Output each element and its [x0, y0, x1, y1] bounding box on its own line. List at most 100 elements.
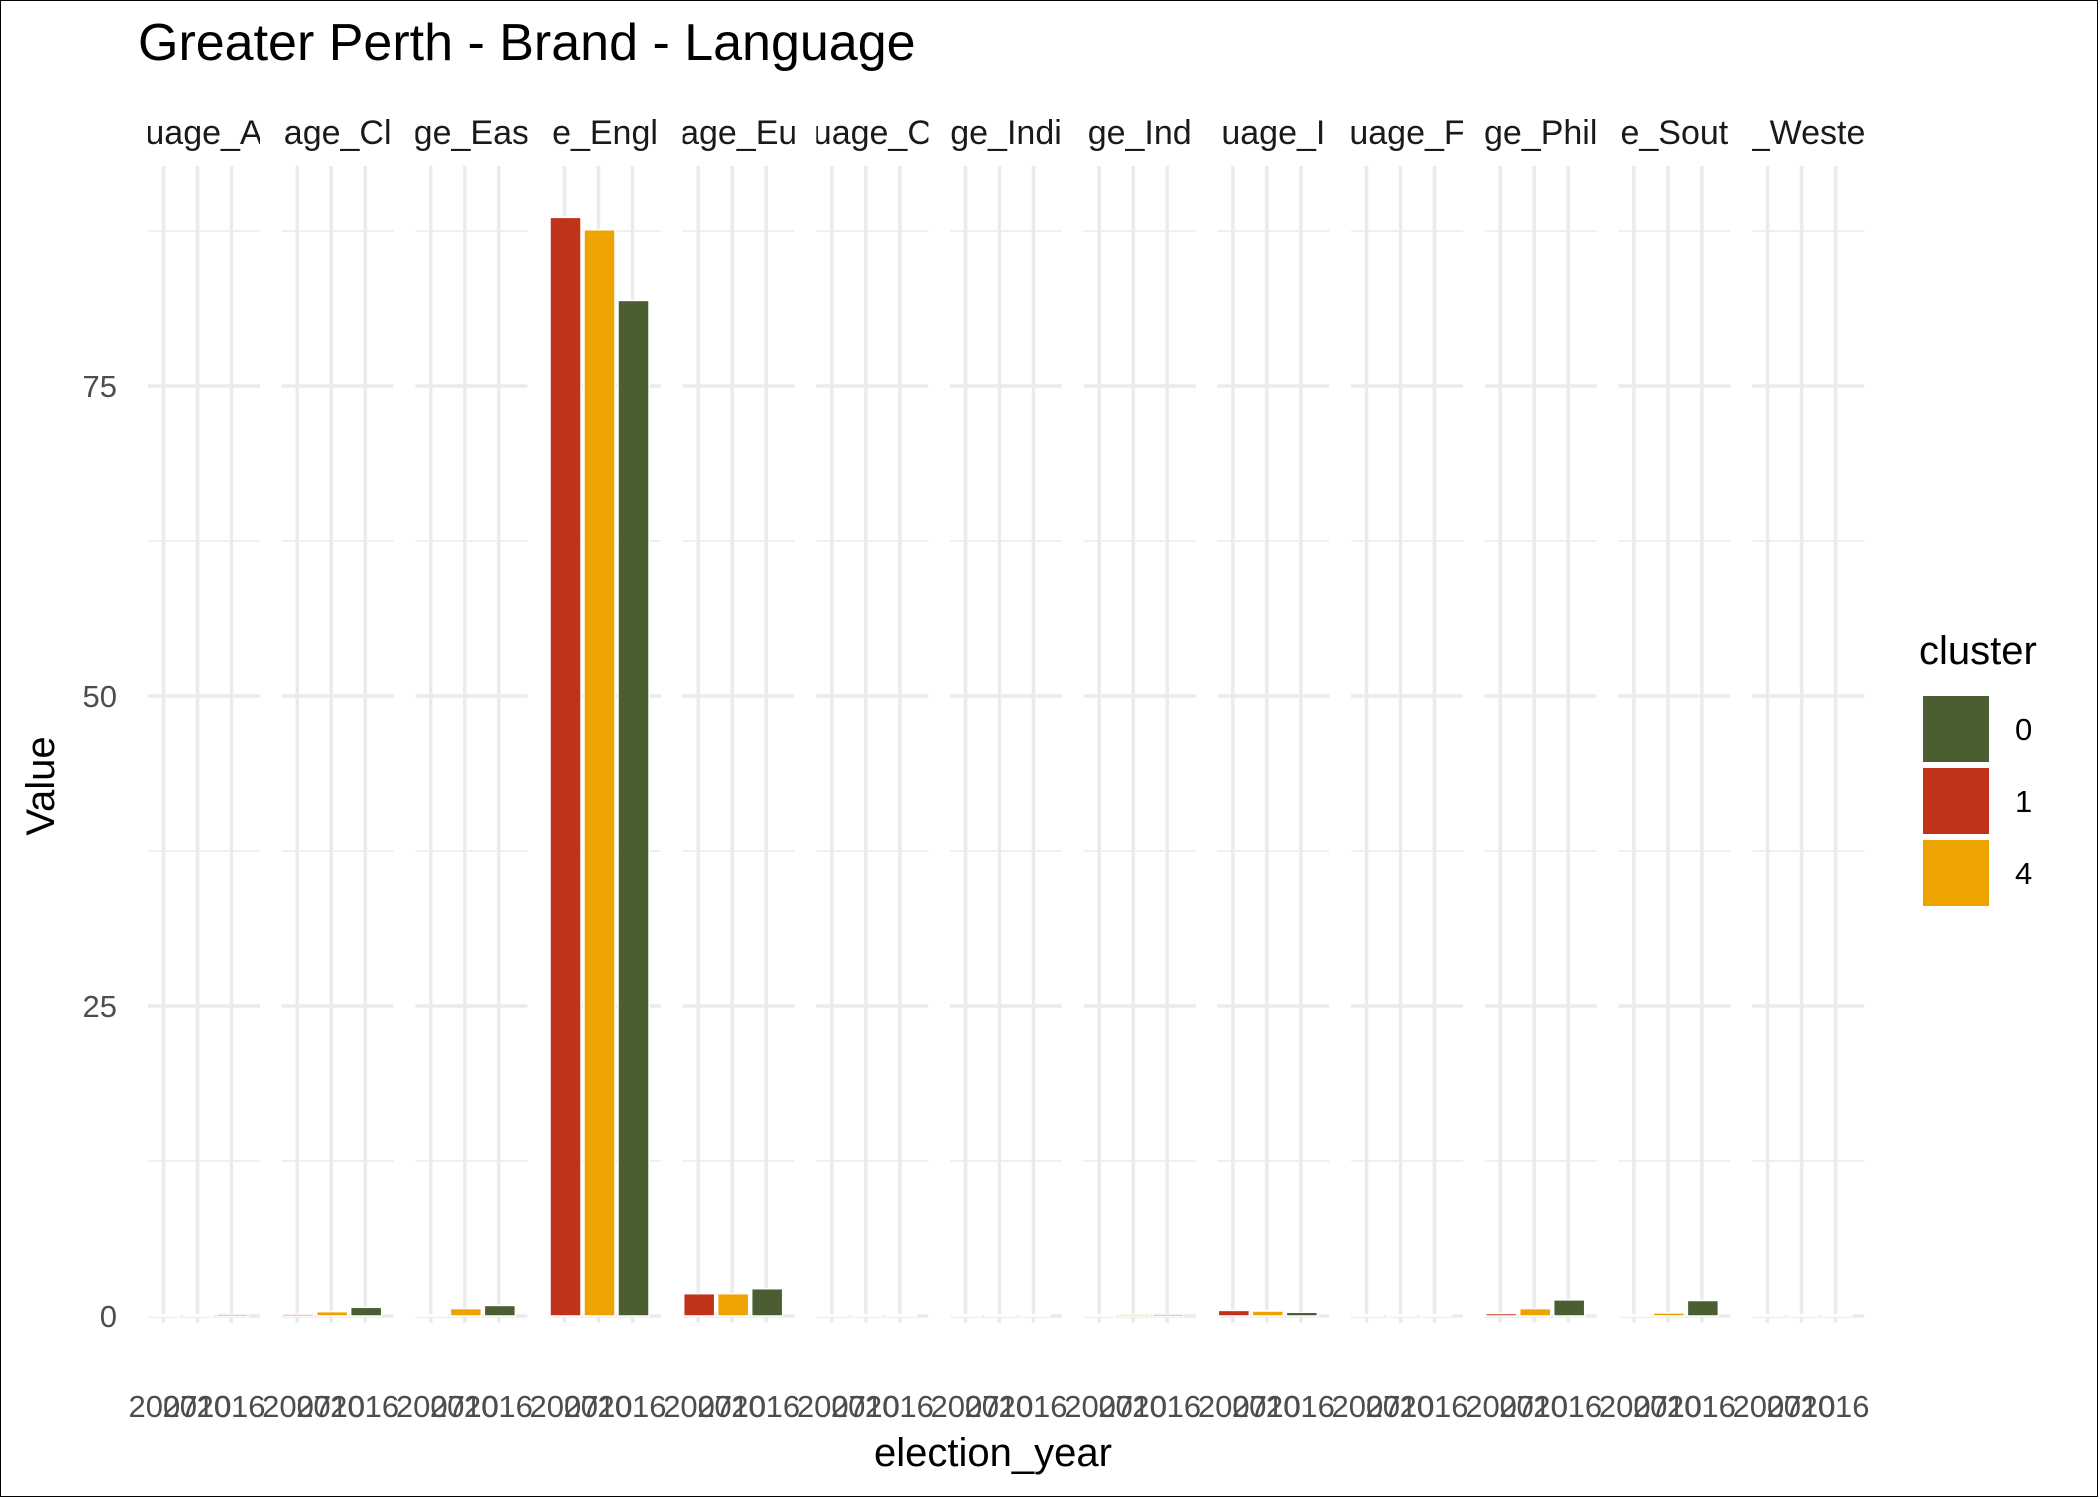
bar	[1419, 1313, 1452, 1317]
bar	[349, 1306, 383, 1317]
bar	[1652, 1312, 1686, 1317]
bar	[1083, 1313, 1117, 1317]
y-tick-label: 75	[83, 369, 117, 404]
legend-label: 1	[2015, 784, 2032, 819]
x-tick-label: 2010	[1232, 1389, 1301, 1424]
x-tick-label: 2010	[965, 1389, 1034, 1424]
legend: cluster 0 1 4	[1919, 629, 2037, 906]
x-tick-label: 2016	[330, 1389, 399, 1424]
bar	[950, 1313, 983, 1317]
x-tick-label: 2007	[530, 1389, 599, 1424]
x-tick-label: 2010	[430, 1389, 499, 1424]
bar	[1018, 1313, 1051, 1317]
bar	[449, 1307, 483, 1317]
x-tick-label: 2016	[1667, 1389, 1736, 1424]
x-tick-label: 2007	[396, 1389, 465, 1424]
x-tick-label: 2010	[163, 1389, 232, 1424]
bar	[415, 1313, 449, 1317]
x-tick-label: 2016	[1400, 1389, 1469, 1424]
bar	[750, 1287, 784, 1317]
facet-panel	[1484, 166, 1597, 1323]
legend-label: 4	[2015, 856, 2032, 891]
x-tick-label: 2010	[296, 1389, 365, 1424]
bar	[1251, 1310, 1285, 1317]
facet-strip-label: uage_I	[1221, 114, 1325, 152]
bar	[1351, 1313, 1384, 1317]
x-tick-label: 2010	[564, 1389, 633, 1424]
facet-panel	[1351, 166, 1464, 1323]
x-tick-label: 2007	[1733, 1389, 1802, 1424]
bar	[850, 1313, 884, 1317]
x-tick-label: 2016	[598, 1389, 667, 1424]
bar	[1820, 1313, 1853, 1317]
y-tick-label: 50	[83, 679, 117, 714]
bar	[1484, 1312, 1518, 1317]
bar	[1117, 1313, 1151, 1317]
x-tick-label: 2016	[464, 1389, 533, 1424]
bar	[1786, 1313, 1819, 1317]
bar	[315, 1310, 349, 1317]
facet-panel	[682, 166, 795, 1323]
bar	[984, 1313, 1017, 1317]
x-tick-label: 2007	[1465, 1389, 1534, 1424]
facet-strip-label: uage_F	[1349, 114, 1464, 152]
x-tick-label: 2007	[1332, 1389, 1401, 1424]
legend-label: 0	[2015, 712, 2032, 747]
legend-swatch	[1923, 768, 1989, 834]
x-tick-label: 2010	[1366, 1389, 1435, 1424]
facet-panel	[1217, 166, 1330, 1323]
bar	[1686, 1299, 1720, 1317]
x-tick-labels: 2007201020162007201020162007201020162007…	[129, 1389, 1870, 1424]
bar	[1518, 1307, 1552, 1317]
legend-items: 0 1 4	[1923, 696, 2032, 906]
y-axis-title: Value	[19, 736, 63, 835]
bar	[682, 1292, 716, 1317]
facet-strip-label: e_Sout	[1620, 114, 1728, 152]
legend-item: 4	[1923, 840, 2032, 906]
facet-panel	[1083, 166, 1196, 1323]
facet-strip-label: ge_Ind	[1088, 114, 1192, 152]
bar	[1217, 1309, 1251, 1317]
bar	[148, 1313, 181, 1317]
x-tick-label: 2016	[197, 1389, 266, 1424]
x-tick-label: 2007	[262, 1389, 331, 1424]
x-tick-label: 2007	[663, 1389, 732, 1424]
x-tick-label: 2016	[1533, 1389, 1602, 1424]
bar	[617, 299, 650, 1317]
x-tick-label: 2016	[1266, 1389, 1335, 1424]
bar	[716, 1292, 750, 1317]
bar	[1618, 1313, 1652, 1317]
facet-strip-label: e_Engl	[552, 114, 658, 152]
facet-strip-label: ge_Phil	[1484, 114, 1597, 152]
bar	[483, 1304, 517, 1317]
x-tick-label: 2010	[1499, 1389, 1568, 1424]
x-tick-label: 2016	[865, 1389, 934, 1424]
y-tick-labels: 0 25 50 75	[83, 369, 117, 1334]
bar	[281, 1313, 315, 1317]
bar	[549, 216, 582, 1317]
bar	[816, 1313, 850, 1317]
bar	[1151, 1313, 1185, 1317]
legend-swatch	[1923, 696, 1989, 762]
facet-panel	[1752, 166, 1865, 1323]
facet-panel	[950, 166, 1063, 1323]
grid-lines	[148, 166, 1865, 1323]
bar	[884, 1313, 918, 1317]
facet-strip-label: age_Cl	[284, 114, 392, 152]
y-tick-label: 0	[100, 1299, 117, 1334]
x-tick-label: 2010	[831, 1389, 900, 1424]
x-tick-label: 2010	[697, 1389, 766, 1424]
facet-strip-label: ge_Eas	[414, 114, 529, 152]
legend-item: 1	[1923, 768, 2032, 834]
facet-panel	[1618, 166, 1731, 1323]
legend-item: 0	[1923, 696, 2032, 762]
x-tick-label: 2007	[931, 1389, 1000, 1424]
facet-strip-labels: uage_A age_Cl ge_Eas e_Engl age_Eu uage_C ge_I…	[148, 114, 1864, 152]
bar	[583, 229, 616, 1317]
facet-panel	[816, 166, 929, 1323]
legend-title: cluster	[1919, 629, 2037, 673]
x-tick-label: 2010	[1767, 1389, 1836, 1424]
bar	[1552, 1299, 1586, 1317]
